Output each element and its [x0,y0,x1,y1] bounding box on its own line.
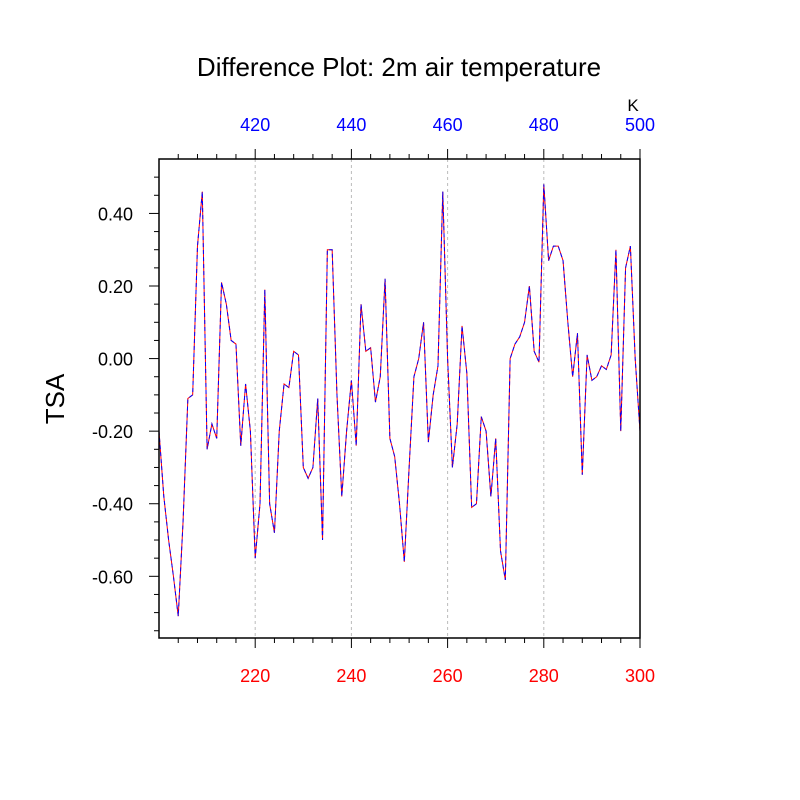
top-x-tick-label: 480 [529,115,559,135]
y-tick-label: -0.40 [92,495,133,515]
top-axis-unit-label: K [627,96,639,115]
y-tick-label: 0.00 [98,350,133,370]
y-tick-label: 0.20 [98,277,133,297]
series-line-1 [158,184,641,617]
series-line-2 [158,184,641,617]
bottom-x-tick-label: 300 [625,666,655,686]
bottom-x-tick-label: 260 [433,666,463,686]
y-axis-label: TSA [40,373,70,424]
series-lines [158,184,641,617]
top-x-tick-label: 440 [336,115,366,135]
tick-labels: 220 240 260 280 300 420 440 460 480 500 0.40 0.20 0.… [92,115,655,686]
bottom-x-tick-label: 280 [529,666,559,686]
top-x-tick-label: 420 [240,115,270,135]
axis-ticks [149,149,641,648]
y-tick-label: -0.60 [92,567,133,587]
bottom-x-tick-label: 240 [336,666,366,686]
chart-title: Difference Plot: 2m air temperature [197,52,601,82]
top-x-tick-label: 460 [433,115,463,135]
y-tick-label: 0.40 [98,204,133,224]
bottom-x-tick-label: 220 [240,666,270,686]
y-tick-label: -0.20 [92,422,133,442]
top-x-tick-label: 500 [625,115,655,135]
grid-lines [254,159,545,638]
plot-frame [158,158,641,639]
